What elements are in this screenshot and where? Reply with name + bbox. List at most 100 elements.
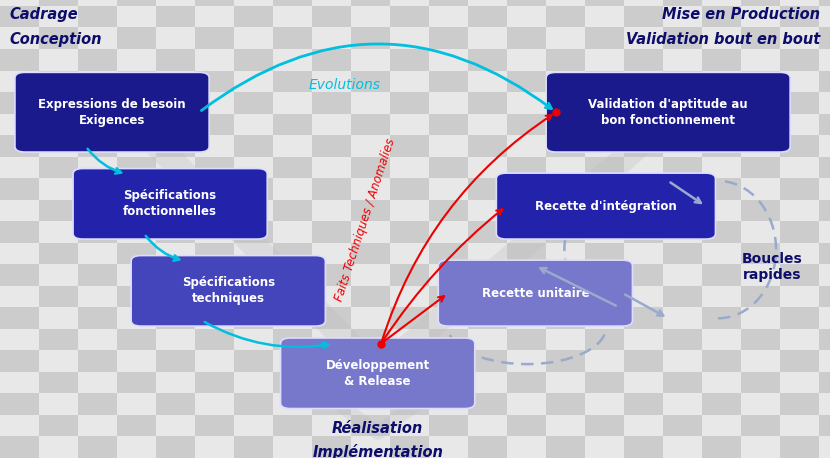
Bar	[429, 71, 468, 92]
Bar	[702, 178, 741, 200]
Bar	[117, 114, 156, 135]
Bar	[39, 49, 78, 71]
Bar	[741, 329, 780, 350]
Bar	[351, 178, 390, 200]
Bar	[351, 200, 390, 221]
Bar	[78, 114, 117, 135]
Bar	[585, 415, 624, 436]
Bar	[234, 286, 273, 307]
Bar	[585, 393, 624, 415]
Bar	[234, 436, 273, 458]
Text: Spécifications
fonctionnelles: Spécifications fonctionnelles	[123, 189, 217, 218]
Bar	[78, 49, 117, 71]
Bar	[429, 27, 468, 49]
Bar	[390, 415, 429, 436]
Bar	[741, 27, 780, 49]
Bar	[507, 243, 546, 264]
Bar	[312, 157, 351, 178]
Text: Validation bout en bout: Validation bout en bout	[626, 32, 820, 47]
Bar	[156, 243, 195, 264]
Text: Réalisation: Réalisation	[332, 421, 423, 436]
Bar	[39, 307, 78, 329]
Bar	[39, 286, 78, 307]
Bar	[429, 286, 468, 307]
Bar	[780, 329, 819, 350]
Bar	[390, 329, 429, 350]
Bar	[429, 157, 468, 178]
Bar	[507, 27, 546, 49]
Bar	[546, 264, 585, 286]
Bar	[663, 178, 702, 200]
Bar	[117, 178, 156, 200]
Bar	[312, 200, 351, 221]
Bar	[585, 264, 624, 286]
Bar	[390, 243, 429, 264]
Bar	[546, 436, 585, 458]
Bar	[585, 49, 624, 71]
Bar	[663, 114, 702, 135]
Bar	[663, 0, 702, 6]
Bar	[117, 243, 156, 264]
Text: Expressions de besoin
Exigences: Expressions de besoin Exigences	[38, 98, 186, 127]
Bar	[585, 178, 624, 200]
Bar	[663, 415, 702, 436]
Bar	[273, 157, 312, 178]
Bar	[663, 200, 702, 221]
Bar	[273, 372, 312, 393]
Bar	[546, 372, 585, 393]
Bar	[78, 71, 117, 92]
Bar	[624, 264, 663, 286]
Bar	[156, 372, 195, 393]
Bar	[195, 135, 234, 157]
Bar	[429, 135, 468, 157]
Bar	[117, 393, 156, 415]
Bar	[273, 178, 312, 200]
Bar	[117, 264, 156, 286]
Bar	[273, 350, 312, 372]
Bar	[195, 286, 234, 307]
Bar	[273, 329, 312, 350]
Bar	[741, 307, 780, 329]
Bar	[507, 372, 546, 393]
Bar	[780, 114, 819, 135]
Bar	[819, 200, 830, 221]
Bar	[585, 157, 624, 178]
Bar	[585, 436, 624, 458]
Bar	[507, 6, 546, 27]
Bar	[0, 135, 39, 157]
Bar	[546, 0, 585, 6]
Bar	[429, 49, 468, 71]
Bar	[312, 114, 351, 135]
Bar	[702, 6, 741, 27]
Bar	[195, 49, 234, 71]
Bar	[702, 92, 741, 114]
Bar	[195, 114, 234, 135]
Bar	[819, 372, 830, 393]
Bar	[585, 6, 624, 27]
Bar	[39, 415, 78, 436]
Bar	[741, 350, 780, 372]
Bar	[780, 286, 819, 307]
Bar	[117, 286, 156, 307]
Bar	[429, 178, 468, 200]
Bar	[39, 0, 78, 6]
Bar	[390, 135, 429, 157]
Text: Mise en Production: Mise en Production	[662, 7, 820, 22]
Bar	[429, 329, 468, 350]
Bar	[741, 71, 780, 92]
Bar	[78, 200, 117, 221]
Bar	[273, 0, 312, 6]
Bar	[78, 0, 117, 6]
Bar	[468, 178, 507, 200]
Bar	[702, 0, 741, 6]
Text: Développement
& Release: Développement & Release	[325, 359, 430, 388]
Bar	[702, 393, 741, 415]
Bar	[780, 135, 819, 157]
Bar	[39, 350, 78, 372]
Bar	[624, 372, 663, 393]
Bar	[663, 243, 702, 264]
Bar	[78, 264, 117, 286]
Bar	[156, 350, 195, 372]
Bar	[156, 436, 195, 458]
Bar	[273, 200, 312, 221]
